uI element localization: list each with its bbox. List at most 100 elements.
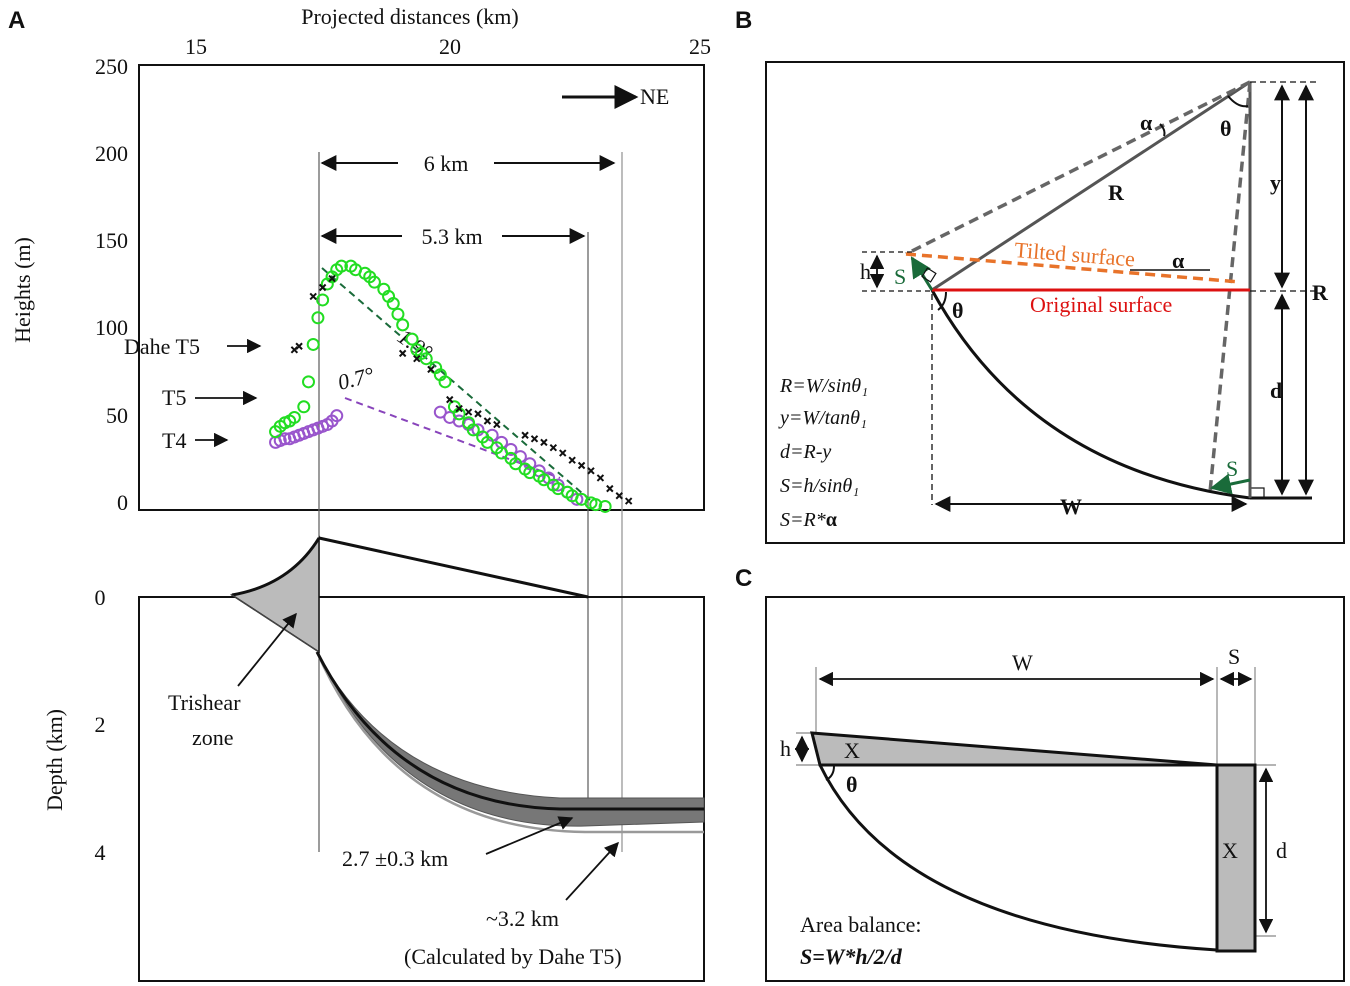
fault-band [316,651,705,827]
dahe-t5-point [559,449,567,457]
dahe-t5-point [577,461,586,470]
t5-point [419,352,433,366]
dahe-t5-point [568,456,576,464]
dim-6km-label: 6 km [424,151,469,176]
t5-point [598,499,612,513]
dahe-t5-point [455,404,463,413]
y-label: y [1270,170,1281,195]
series-t4 [269,405,584,506]
s-arrow-bottom [1209,473,1251,495]
h-label-c: h [780,736,791,761]
equation-2: y=W/tanθ₁ [778,407,867,429]
equation-4: S=h/sinθ₁ [780,475,859,497]
label-t4: T4 [162,428,186,453]
trishear-label-line1: Trishear [168,690,241,715]
dahe-t5-point [318,283,327,292]
depth-axis-label: Depth (km) [42,709,67,811]
dahe-t5-point [615,492,623,500]
s-label-bottom: S [1226,456,1238,481]
d-label-c: d [1276,838,1287,863]
equation-5-alpha: α [826,509,837,531]
dahe-t5-point [474,410,482,418]
alpha-label-right: α [1172,248,1185,273]
dahe-t5-point [398,349,407,358]
y-tick-100: 100 [95,315,128,340]
right-angle-top [921,267,937,283]
t5-point [316,293,330,307]
dahe-t5-point [295,342,303,350]
depth-27-arrow [485,816,574,855]
calc-note: (Calculated by Dahe T5) [404,944,622,969]
panel-b: B α [735,7,1345,544]
theta-arc-left [937,291,947,311]
panel-b-frame [765,61,1345,544]
angle-07deg-label: 0.7° [335,362,376,395]
wedge-x [810,731,1218,767]
s-label-top: S [894,264,906,289]
depth-section-frame [138,596,705,982]
top-tick-25: 25 [689,34,711,59]
w-label-b: W [1060,494,1082,519]
t4-point [278,432,292,446]
dahe-t5-point [328,274,336,283]
panel-a-letter: A [8,7,25,34]
tilted-surface-label: Tilted surface [1014,237,1136,271]
top-axis-label: Projected distances (km) [301,4,519,29]
y-tick-50: 50 [106,403,128,428]
panel-c-frame [765,596,1345,982]
dahe-t5-point [309,292,317,301]
y-tick-250: 250 [95,54,128,79]
dahe-t5-point [596,474,605,482]
equation-3: d=R-y [780,441,831,463]
dahe-t5-point [427,365,435,374]
alpha-arc-top [1159,123,1166,137]
t5-point [287,410,301,424]
t5-point [386,297,400,311]
t5-point [466,423,480,437]
heights-plot-frame [138,64,705,511]
trishear-curve [231,537,321,597]
theta-arc-c [825,765,835,781]
d-label: d [1270,378,1282,403]
t5-point [589,498,603,512]
radius-dashed-left [905,80,1251,256]
depth-tick-4: 4 [95,840,106,865]
h-label-b: h [860,259,871,284]
trishear-arrow [237,612,297,687]
t4-point [433,405,447,419]
dahe-t5-point [521,431,529,439]
y-tick-150: 150 [95,228,128,253]
top-tick-20: 20 [439,34,461,59]
dahe-t5-point [413,354,421,363]
t5-point [297,400,311,414]
dahe-t5-point [493,420,501,429]
dahe-t5-point [540,438,548,447]
theta-arc-top [1227,95,1249,108]
tilted-surface-line [905,252,1241,284]
theta-label-left: θ [952,298,963,323]
fault-main [315,651,704,811]
top-tick-15: 15 [185,34,207,59]
panel-a: A Projected distances (km) 15 20 25 250 … [8,4,711,982]
fault-arc [930,289,1251,500]
t5-point [495,446,509,460]
dahe-t5-point [606,484,614,493]
t5-point [302,375,315,389]
t5-point [438,375,452,389]
dahe-t5-point [549,443,558,452]
equation-1: R=W/sinθ₁ [779,375,868,397]
t5-point [391,307,405,321]
original-surface-label: Original surface [1030,292,1172,317]
panel-c-letter: C [735,565,752,592]
radius-solid [931,80,1251,292]
radius-dashed-right [1208,81,1252,493]
dahe-t5-point [483,417,492,425]
dahe-t5-point [530,435,539,443]
w-label-c: W [1012,650,1033,675]
x-label-block: X [1222,838,1238,863]
panel-c: C W S h X θ X d Area balance: S=W*h/2/d [735,565,1345,982]
t5-point [405,332,419,346]
t5-point [334,259,348,273]
r-label-side: R [1312,280,1329,305]
